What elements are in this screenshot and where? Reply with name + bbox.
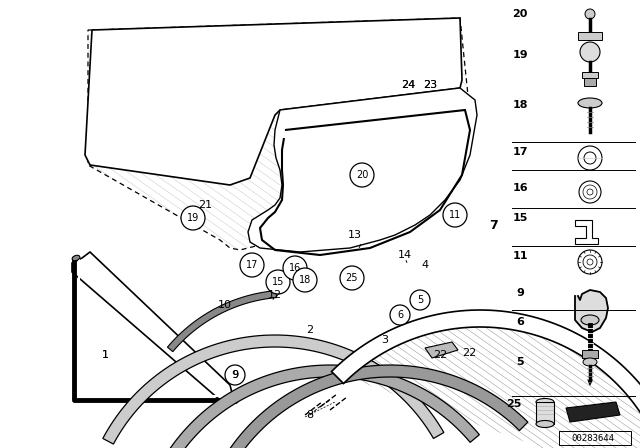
Circle shape <box>181 206 205 230</box>
Circle shape <box>225 365 245 385</box>
Polygon shape <box>88 18 470 250</box>
Text: 25: 25 <box>346 273 358 283</box>
Circle shape <box>587 259 593 265</box>
Polygon shape <box>72 252 232 400</box>
Text: 3: 3 <box>381 335 388 345</box>
Text: 00283644: 00283644 <box>572 434 614 443</box>
Text: 19: 19 <box>512 50 528 60</box>
Polygon shape <box>575 220 598 244</box>
Text: 20: 20 <box>356 170 368 180</box>
Text: 19: 19 <box>187 213 199 223</box>
Circle shape <box>583 185 597 199</box>
Bar <box>559 431 631 445</box>
Polygon shape <box>566 402 620 422</box>
Text: 24: 24 <box>401 80 415 90</box>
Bar <box>582 72 598 78</box>
Ellipse shape <box>583 358 597 366</box>
Circle shape <box>340 266 364 290</box>
Ellipse shape <box>536 421 554 427</box>
Polygon shape <box>168 291 276 352</box>
Text: 15: 15 <box>272 277 284 287</box>
Text: 8: 8 <box>307 410 314 420</box>
Text: 4: 4 <box>421 260 429 270</box>
Text: 7: 7 <box>488 219 497 232</box>
Text: 5: 5 <box>417 295 423 305</box>
Polygon shape <box>332 310 640 448</box>
Circle shape <box>410 290 430 310</box>
Text: 17: 17 <box>512 147 528 157</box>
Text: 10: 10 <box>218 300 232 310</box>
Circle shape <box>350 163 374 187</box>
Polygon shape <box>85 18 462 185</box>
Circle shape <box>293 268 317 292</box>
Polygon shape <box>575 290 608 332</box>
Ellipse shape <box>578 98 602 108</box>
Text: 6: 6 <box>397 310 403 320</box>
Text: 18: 18 <box>299 275 311 285</box>
Text: 22: 22 <box>433 350 447 360</box>
Polygon shape <box>161 365 479 448</box>
Text: 17: 17 <box>246 260 258 270</box>
Bar <box>584 78 596 86</box>
Text: 9: 9 <box>232 370 239 380</box>
Text: 15: 15 <box>512 213 528 223</box>
Text: 2: 2 <box>307 325 314 335</box>
Circle shape <box>578 250 602 274</box>
Circle shape <box>578 146 602 170</box>
Circle shape <box>583 255 597 269</box>
Polygon shape <box>103 335 444 444</box>
Text: 16: 16 <box>512 183 528 193</box>
Ellipse shape <box>72 255 80 261</box>
Ellipse shape <box>581 315 599 325</box>
Text: 23: 23 <box>423 80 437 90</box>
Text: 14: 14 <box>398 250 412 260</box>
Circle shape <box>390 305 410 325</box>
Text: 11: 11 <box>512 251 528 261</box>
Text: 25: 25 <box>506 399 522 409</box>
Circle shape <box>443 203 467 227</box>
Text: 24: 24 <box>401 80 415 90</box>
Circle shape <box>579 181 601 203</box>
Text: 18: 18 <box>512 100 528 110</box>
Text: 11: 11 <box>449 210 461 220</box>
Circle shape <box>585 9 595 19</box>
Text: 1: 1 <box>102 350 109 360</box>
Circle shape <box>240 253 264 277</box>
Bar <box>582 350 598 358</box>
Text: 16: 16 <box>289 263 301 273</box>
Circle shape <box>584 152 596 164</box>
Circle shape <box>266 270 290 294</box>
Text: 22: 22 <box>462 348 476 358</box>
Text: 5: 5 <box>516 357 524 367</box>
Polygon shape <box>230 365 528 448</box>
Text: 6: 6 <box>516 317 524 327</box>
Circle shape <box>283 256 307 280</box>
Polygon shape <box>248 88 477 252</box>
Text: 9: 9 <box>232 370 238 380</box>
Ellipse shape <box>227 396 237 404</box>
Ellipse shape <box>536 399 554 405</box>
Text: 20: 20 <box>512 9 528 19</box>
Polygon shape <box>425 342 458 358</box>
Text: 9: 9 <box>516 288 524 298</box>
Bar <box>536 402 554 424</box>
Text: 23: 23 <box>423 80 437 90</box>
Text: 1: 1 <box>102 350 109 360</box>
Text: 21: 21 <box>198 200 212 210</box>
Bar <box>578 32 602 40</box>
Circle shape <box>587 189 593 195</box>
Text: 12: 12 <box>268 290 282 300</box>
Circle shape <box>580 42 600 62</box>
Text: 13: 13 <box>348 230 362 240</box>
